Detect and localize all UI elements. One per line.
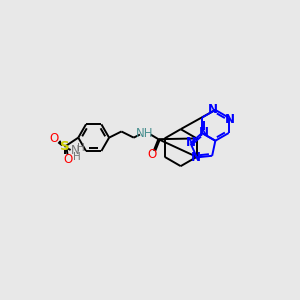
Text: N: N [199, 126, 208, 139]
Text: H: H [77, 143, 85, 153]
Text: S: S [60, 140, 69, 153]
Text: O: O [49, 132, 58, 145]
Text: H: H [73, 152, 81, 162]
Text: N: N [224, 113, 235, 126]
Text: N: N [71, 144, 80, 157]
Text: N: N [191, 151, 201, 164]
Text: O: O [148, 148, 157, 161]
Text: NH: NH [136, 127, 153, 140]
Text: N: N [186, 136, 196, 149]
Text: N: N [208, 103, 218, 116]
Text: O: O [63, 154, 72, 166]
